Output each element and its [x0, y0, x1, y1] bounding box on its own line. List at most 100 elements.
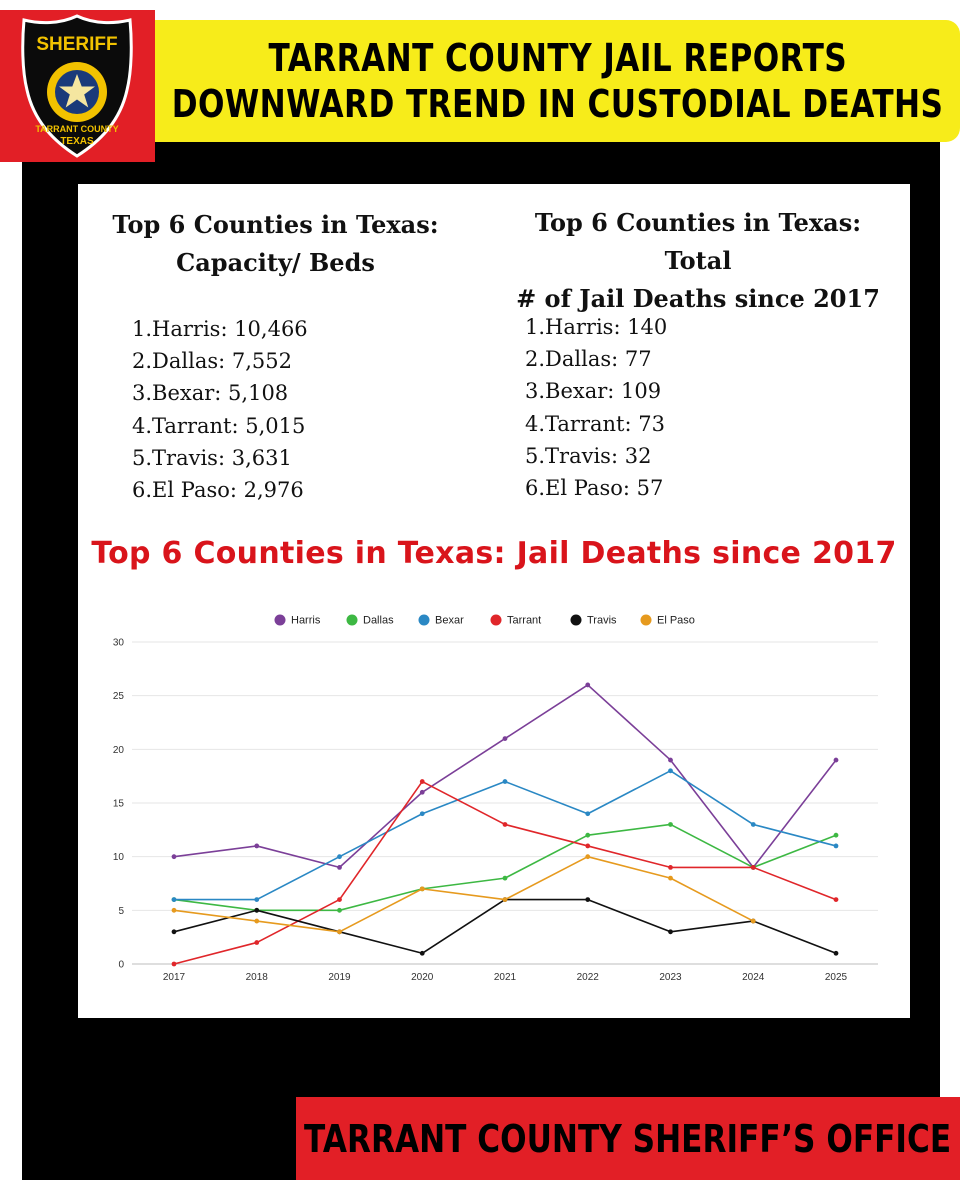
- data-point: [337, 865, 342, 870]
- legend-label: Travis: [587, 615, 617, 627]
- capacity-item: 5.Travis: 3,631: [132, 445, 292, 470]
- series-line: [173, 780, 837, 965]
- deaths-item: 2.Dallas: 77: [525, 347, 652, 372]
- content-card: Top 6 Counties in Texas: Capacity/ Beds …: [78, 184, 910, 1018]
- legend-label: El Paso: [657, 615, 695, 627]
- legend-marker: [570, 614, 582, 626]
- x-tick-label: 2017: [163, 972, 186, 983]
- data-point: [585, 854, 591, 860]
- data-point: [254, 897, 260, 902]
- data-point: [254, 940, 260, 945]
- logo-box: SHERIFF TARRANT COUNTY TEXAS: [0, 10, 155, 162]
- capacity-list: 1.Harris: 10,466 2.Dallas: 7,552 3.Bexar…: [132, 313, 308, 506]
- x-tick-label: 2024: [742, 972, 765, 983]
- footer-text: TARRANT COUNTY SHERIFF’S OFFICE: [304, 1116, 952, 1161]
- data-point: [171, 897, 177, 902]
- series-line: [173, 855, 754, 933]
- data-point: [337, 907, 342, 913]
- data-point: [668, 822, 673, 827]
- series-line: [173, 684, 837, 869]
- star-icon: [59, 74, 95, 108]
- capacity-item: 6.El Paso: 2,976: [132, 478, 304, 503]
- data-point: [171, 854, 177, 860]
- y-tick-label: 15: [113, 799, 125, 810]
- deaths-item: 3.Bexar: 109: [525, 379, 662, 404]
- legend-marker: [346, 614, 358, 626]
- data-point: [585, 843, 591, 849]
- data-point: [833, 832, 839, 838]
- y-tick-label: 20: [113, 745, 125, 756]
- page-title-line-1: TARRANT COUNTY JAIL REPORTS: [268, 36, 847, 80]
- data-point: [337, 897, 342, 902]
- x-tick-label: 2022: [577, 972, 600, 983]
- data-point: [833, 897, 839, 902]
- deaths-list: 1.Harris: 140 2.Dallas: 77 3.Bexar: 109 …: [525, 311, 667, 504]
- data-point: [750, 865, 756, 870]
- data-point: [502, 875, 508, 881]
- x-tick-label: 2020: [411, 972, 434, 983]
- series-line: [173, 898, 837, 955]
- data-point: [585, 832, 591, 838]
- legend-marker: [274, 614, 286, 626]
- x-tick-label: 2025: [825, 972, 848, 983]
- page-title-line-2: DOWNWARD TREND IN CUSTODIAL DEATHS: [171, 82, 944, 126]
- deaths-heading-line-2: # of Jail Deaths since 2017: [516, 284, 880, 313]
- deaths-item: 5.Travis: 32: [525, 443, 652, 468]
- data-point: [337, 929, 342, 935]
- x-tick-label: 2023: [659, 972, 682, 983]
- data-point: [502, 779, 508, 784]
- data-point: [750, 822, 756, 827]
- data-point: [668, 865, 673, 870]
- data-point: [833, 843, 839, 849]
- deaths-item: 4.Tarrant: 73: [525, 411, 665, 436]
- chart-area: 0 5 10 15 20 25 30 2017 2018 2019 2020 2021 2022 2023…: [78, 584, 910, 1004]
- y-tick-label: 5: [118, 906, 124, 917]
- deaths-item: 6.El Paso: 57: [525, 476, 664, 501]
- data-point: [502, 736, 508, 741]
- y-tick-label: 0: [118, 960, 124, 971]
- chart-title: Top 6 Counties in Texas: Jail Deaths sin…: [91, 536, 897, 571]
- data-point: [254, 907, 260, 913]
- x-tick-label: 2021: [494, 972, 517, 983]
- data-point: [502, 897, 508, 902]
- data-point: [419, 779, 425, 784]
- data-point: [585, 811, 591, 817]
- data-point: [750, 918, 756, 924]
- data-point: [668, 768, 673, 774]
- data-point: [668, 757, 673, 763]
- data-point: [171, 929, 177, 935]
- deaths-item: 1.Harris: 140: [525, 315, 668, 339]
- legend-label: Bexar: [435, 615, 464, 627]
- data-point: [585, 897, 591, 902]
- badge-bottom-text: TEXAS: [60, 136, 94, 147]
- capacity-heading-line-1: Top 6 Counties in Texas:: [112, 210, 439, 239]
- legend-marker: [490, 614, 502, 626]
- badge-ring-text: TARRANT COUNTY: [35, 124, 118, 134]
- legend-label: Dallas: [363, 615, 394, 627]
- x-tick-label: 2018: [246, 972, 269, 983]
- y-tick-label: 10: [113, 852, 125, 863]
- data-point: [585, 682, 591, 688]
- data-point: [668, 875, 673, 881]
- data-point: [833, 757, 839, 763]
- data-point: [833, 950, 839, 956]
- legend-label: Harris: [291, 615, 321, 627]
- legend-marker: [640, 614, 652, 626]
- footer-bar: TARRANT COUNTY SHERIFF’S OFFICE: [296, 1097, 960, 1180]
- capacity-item: 2.Dallas: 7,552: [132, 349, 292, 374]
- capacity-heading: Top 6 Counties in Texas: Capacity/ Beds: [103, 206, 448, 282]
- capacity-item: 4.Tarrant: 5,015: [132, 413, 306, 438]
- data-point: [337, 854, 342, 860]
- x-tick-label: 2019: [328, 972, 351, 983]
- title-bar: TARRANT COUNTY JAIL REPORTS DOWNWARD TRE…: [155, 20, 960, 142]
- data-point: [254, 918, 260, 924]
- badge-top-text: SHERIFF: [36, 34, 117, 55]
- data-point: [419, 811, 425, 817]
- data-point: [419, 950, 425, 956]
- capacity-item: 1.Harris: 10,466: [132, 317, 308, 341]
- y-tick-label: 25: [113, 691, 125, 702]
- y-tick-label: 30: [113, 638, 125, 649]
- capacity-item: 3.Bexar: 5,108: [132, 381, 289, 406]
- sheriff-badge-logo: SHERIFF TARRANT COUNTY TEXAS: [21, 14, 133, 158]
- data-point: [171, 907, 177, 913]
